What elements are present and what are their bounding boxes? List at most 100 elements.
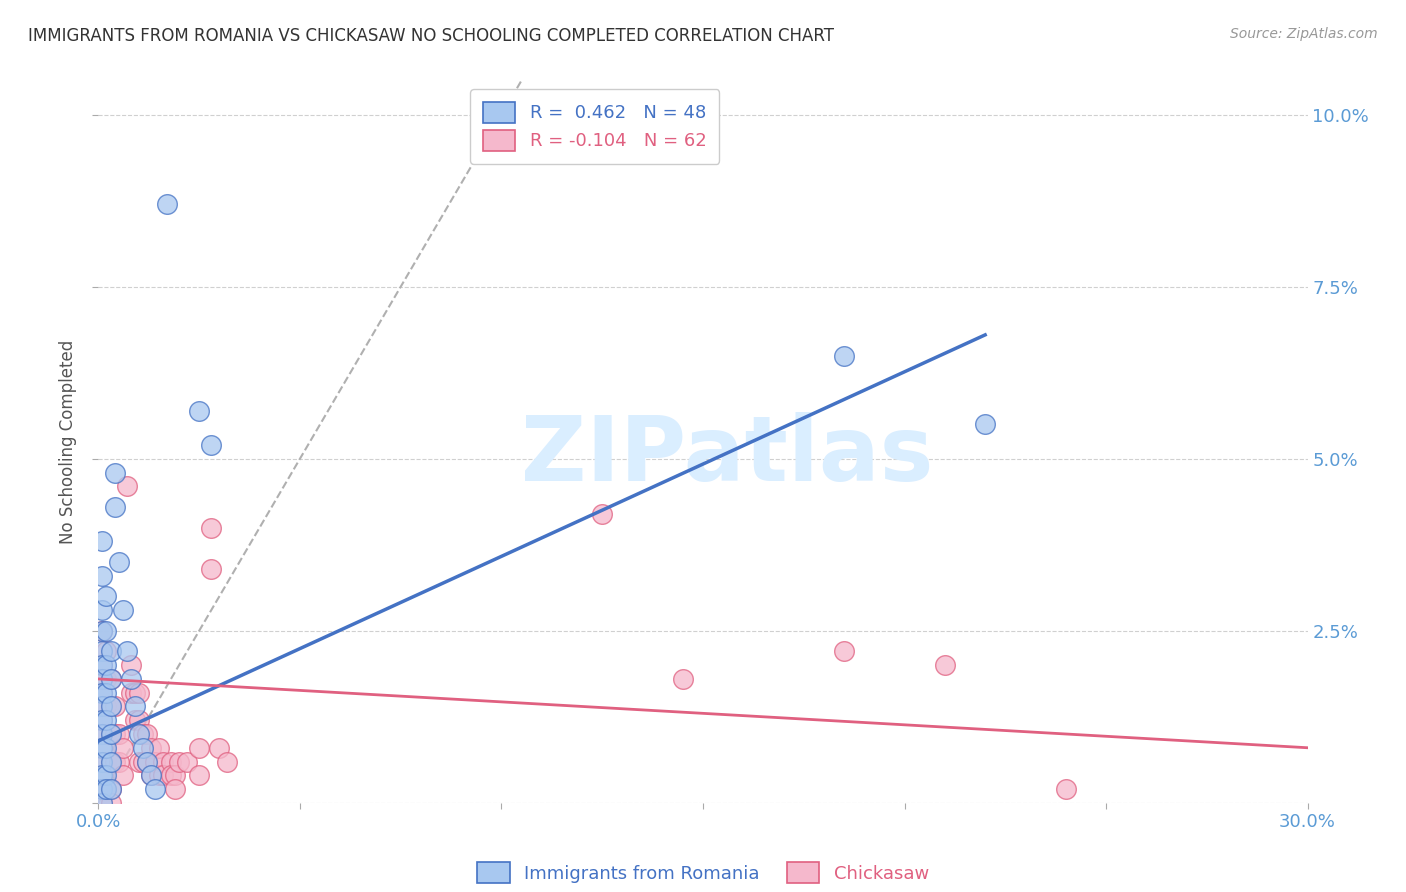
Text: Source: ZipAtlas.com: Source: ZipAtlas.com (1230, 27, 1378, 41)
Point (208, 740, 231, 755)
Point (96, 782, 118, 797)
Point (96, 624, 118, 638)
Point (135, 755, 157, 769)
Point (103, 755, 125, 769)
Point (120, 672, 142, 686)
Point (100, 699, 122, 714)
Point (107, 555, 129, 569)
Point (128, 713, 150, 727)
Point (163, 782, 186, 797)
Point (188, 768, 211, 782)
Point (120, 686, 142, 700)
Point (103, 699, 125, 714)
Point (111, 740, 134, 755)
Point (96, 768, 118, 782)
Point (156, 197, 179, 211)
Point (100, 644, 122, 658)
Point (91, 624, 114, 638)
Point (832, 349, 855, 363)
Point (96, 727, 118, 741)
Point (132, 727, 155, 741)
Point (91, 658, 114, 673)
Point (91, 740, 114, 755)
Point (96, 672, 118, 686)
Point (91, 713, 114, 727)
Point (91, 768, 114, 782)
Point (135, 755, 157, 769)
Point (128, 727, 150, 741)
Point (152, 768, 174, 782)
Point (143, 755, 166, 769)
Point (100, 727, 122, 741)
Point (103, 500, 125, 514)
Point (96, 740, 118, 755)
Point (91, 644, 114, 658)
Y-axis label: No Schooling Completed: No Schooling Completed (59, 340, 77, 543)
Point (124, 686, 146, 700)
Point (100, 755, 122, 769)
Point (124, 699, 146, 714)
Point (124, 713, 146, 727)
Point (111, 768, 134, 782)
Point (100, 782, 122, 797)
Point (1054, 782, 1077, 797)
Point (167, 755, 190, 769)
Point (188, 403, 211, 417)
Point (91, 534, 114, 549)
Point (96, 686, 118, 700)
Point (91, 699, 114, 714)
Point (200, 438, 222, 452)
Point (91, 755, 114, 769)
Legend: Immigrants from Romania, Chickasaw: Immigrants from Romania, Chickasaw (470, 855, 936, 890)
Point (91, 603, 114, 617)
Point (139, 768, 162, 782)
Point (217, 755, 239, 769)
Point (132, 740, 155, 755)
Point (91, 672, 114, 686)
Point (103, 727, 125, 741)
Point (135, 727, 157, 741)
Point (91, 796, 114, 810)
Point (200, 562, 222, 576)
Point (96, 644, 118, 658)
Point (91, 796, 114, 810)
Point (91, 624, 114, 638)
Point (100, 755, 122, 769)
Point (163, 768, 186, 782)
Point (103, 466, 125, 480)
Point (100, 727, 122, 741)
Point (672, 672, 695, 686)
Point (100, 796, 122, 810)
Point (143, 782, 166, 797)
Point (115, 644, 138, 658)
Point (188, 740, 211, 755)
Point (96, 699, 118, 714)
Point (148, 768, 170, 782)
Point (107, 727, 129, 741)
Point (107, 755, 129, 769)
Point (139, 740, 162, 755)
Point (132, 755, 155, 769)
Point (200, 520, 222, 534)
Point (91, 740, 114, 755)
Point (100, 672, 122, 686)
Point (96, 755, 118, 769)
Point (832, 644, 855, 658)
Point (91, 686, 114, 700)
Text: ZIPatlas: ZIPatlas (522, 412, 934, 500)
Point (148, 740, 170, 755)
Point (934, 658, 956, 673)
Point (100, 699, 122, 714)
Point (91, 782, 114, 797)
Point (91, 568, 114, 582)
Text: IMMIGRANTS FROM ROMANIA VS CHICKASAW NO SCHOOLING COMPLETED CORRELATION CHART: IMMIGRANTS FROM ROMANIA VS CHICKASAW NO … (28, 27, 834, 45)
Point (128, 686, 150, 700)
Point (139, 768, 162, 782)
Point (100, 782, 122, 797)
Point (96, 658, 118, 673)
Point (91, 686, 114, 700)
Point (96, 782, 118, 797)
Point (176, 755, 198, 769)
Point (91, 768, 114, 782)
Point (120, 658, 142, 673)
